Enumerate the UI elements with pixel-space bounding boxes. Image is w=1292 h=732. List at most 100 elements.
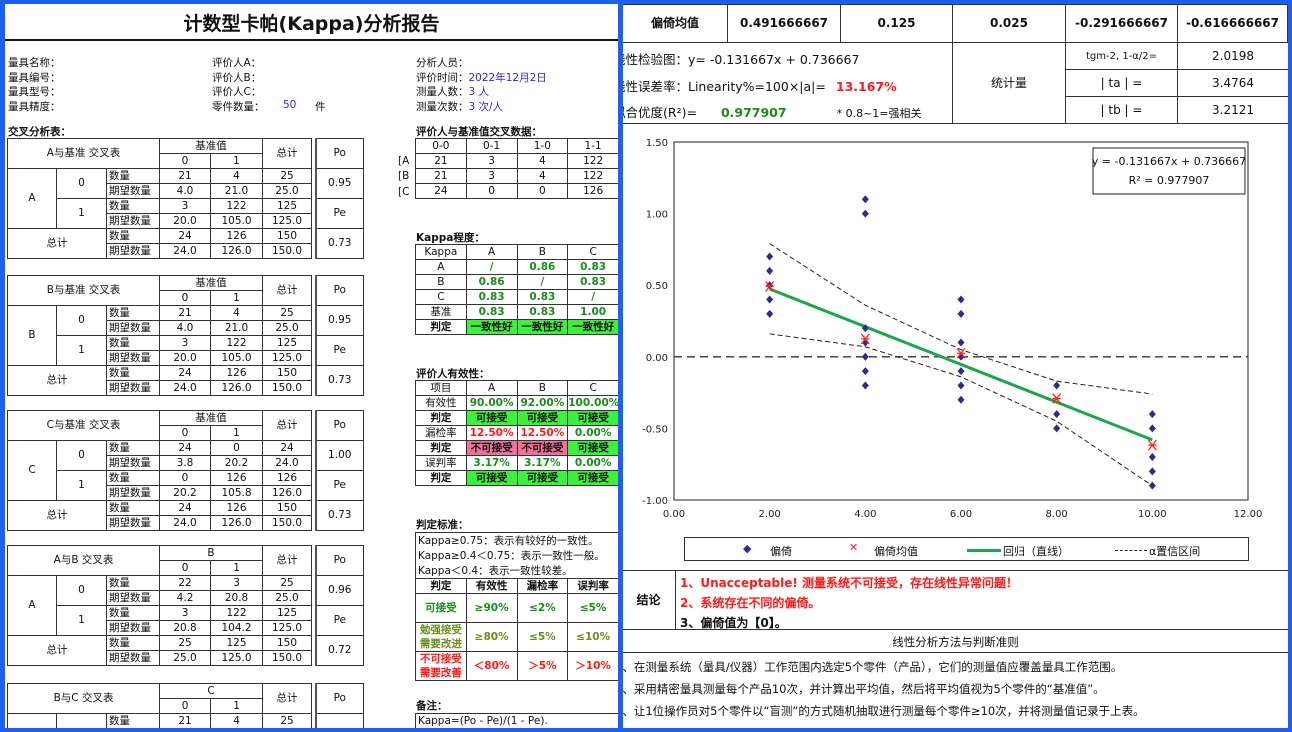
cross-data-row-label: [B <box>398 170 410 183</box>
cell-value: 0.86 <box>465 274 518 290</box>
ta-label: | ta | = <box>1065 69 1178 97</box>
cross-table: A与基准 交叉表 基准值 总计 Po 0 1 A 0 数量 21 4 25 0.95 期望数量 4.0 21.… <box>7 138 364 259</box>
rater-level <box>56 713 107 728</box>
cell-value: 150.0 <box>262 243 312 259</box>
row-type-label: 数量 <box>106 168 160 184</box>
y-tick-label: 0.00 <box>646 353 668 364</box>
info-label: 评价时间： <box>416 71 469 84</box>
verdict-cell: 可接受 <box>516 470 569 486</box>
column-header: C <box>567 380 618 396</box>
cross-section-title: 交叉分析表： <box>8 126 71 138</box>
cross-table: B与基准 交叉表 基准值 总计 Po 0 1 B 0 数量 21 4 25 0.95 期望数量 4.0 21.… <box>6 275 365 396</box>
cell-value: 20.2 <box>159 485 211 501</box>
row-type-label: 数量 <box>106 198 160 214</box>
verdict-cell: 可接受 <box>465 410 518 426</box>
total-header: 总计 <box>262 275 313 306</box>
cell-value: 24.0 <box>159 515 211 531</box>
kappa-table: Kappa A B C A/0.86 0.83 B 0.86/0.83 C 0.83 0.83/基准… <box>415 244 618 335</box>
kappa-stat-value: 1.00 <box>315 440 364 471</box>
bias-point <box>1053 381 1061 390</box>
total-header: 总计 <box>262 138 312 169</box>
criteria-line: Kappa≥0.75：表示有较好的一致性。 <box>418 535 599 547</box>
column-header: 有效性 <box>465 578 518 594</box>
criteria-line: Kappa＜0.4：表示一致性较差。 <box>418 565 573 577</box>
cell-value: 126 <box>210 500 263 516</box>
tb-label: | tb | = <box>1065 96 1178 124</box>
cell-value: 25 <box>262 168 312 184</box>
cell-value: 122 <box>567 153 618 169</box>
equation-line: 线性检验图：y= -0.131667x + 0.736667 <box>623 52 860 67</box>
rate-value: 3.17% <box>516 455 569 471</box>
cell-value: 25 <box>262 713 313 728</box>
po-label: Po <box>315 275 365 306</box>
reference-level: 0 <box>159 153 211 169</box>
conclusion-line: 1、Unacceptable! 测量系统不可接受，存在线性异常问题！ <box>680 576 1019 590</box>
ta-value: 3.4764 <box>1177 69 1288 97</box>
row-type-label: 期望数量 <box>106 213 160 229</box>
cell-value: 0 <box>516 183 569 199</box>
row-label: B <box>415 274 467 290</box>
column-header: C <box>567 244 618 260</box>
trendline-label-box <box>1092 147 1246 195</box>
verdict-cell: 不可接受 <box>465 440 518 456</box>
legend-regression: 回归（直线） <box>1003 545 1069 558</box>
criteria-lines: Kappa≥0.75：表示有较好的一致性。 Kappa≥0.4＜0.75：表示一致… <box>415 532 618 578</box>
info-field: 测量次数：3 次/人 <box>416 99 503 114</box>
rater-label: C <box>7 440 57 501</box>
legend-cross-icon: ✕ <box>849 541 859 554</box>
total-row-label: 总计 <box>7 365 107 396</box>
rater-level: 0 <box>56 440 107 471</box>
cell-value: 0.83 <box>567 274 618 290</box>
linearity-label: 线性误差率：Linearity%=100×|a|= <box>623 79 826 94</box>
report-title: 计数型卡帕(Kappa)分析报告 <box>183 13 440 35</box>
parts-count: 零件数量： <box>212 100 265 113</box>
column-header: Kappa <box>415 244 467 260</box>
rater-level: 1 <box>56 198 107 229</box>
linearity-chart: 1.50 1.00 0.50 0.00 -0.50 -1.00 0.00 2.00 4.00 6.… <box>642 138 1262 520</box>
column-header: A <box>465 380 518 396</box>
cell-value: 122 <box>210 335 264 351</box>
rate-value: 100.00% <box>567 395 618 411</box>
cell-value: 125.0 <box>262 350 313 366</box>
rater-level: 0 <box>56 305 107 336</box>
cell-value: 21 <box>415 168 467 184</box>
column-gap <box>311 275 317 396</box>
column-header: 判定 <box>415 578 467 594</box>
row-type-label: 数量 <box>106 440 160 456</box>
row-label: 有效性 <box>415 395 467 411</box>
reference-level: 1 <box>210 560 264 576</box>
cell-value: 125.0 <box>210 650 264 666</box>
bias-mean-point <box>956 347 966 359</box>
po-label: Po <box>315 683 365 714</box>
kappa-stat-value: 0.73 <box>315 500 364 531</box>
reference-level: 0 <box>159 425 211 441</box>
verdict-cell: 一致性好 <box>567 319 618 335</box>
bias-point <box>1053 410 1061 419</box>
verdict-cell: 可接受 <box>567 470 618 486</box>
criteria-threshold: ≥80% <box>465 622 518 652</box>
criteria-level: 不可接受 需要改善 <box>415 651 467 681</box>
reference-header: C <box>159 683 264 699</box>
cell-value: 22 <box>159 575 212 591</box>
reference-level: 1 <box>210 425 263 441</box>
cell-value: 126 <box>262 470 312 486</box>
cell-value: 4.0 <box>159 183 211 199</box>
kappa-stat-value: 0.95 <box>315 305 365 336</box>
cell-value: 25 <box>262 575 313 591</box>
legend-line-icon <box>967 549 1001 552</box>
info-label: 评价人A： <box>212 57 262 69</box>
cell-value: 150 <box>262 228 312 244</box>
cell-value: 4 <box>210 713 264 728</box>
parts-count: 50 <box>283 98 297 111</box>
y-tick-label: 1.00 <box>646 210 668 221</box>
cell-value: 20.0 <box>159 350 212 366</box>
rate-value: 0.00% <box>567 455 618 471</box>
bias-mean-value: 0.025 <box>952 4 1066 43</box>
method-line: 3、让1位操作员对5个零件以“盲测”的方式随机抽取进行测量每个零件≥10次，并将… <box>623 704 1145 718</box>
verdict-cell: 不可接受 <box>516 440 569 456</box>
chart-legend: ◆ 偏倚 ✕ 偏倚均值 回归（直线） α置信区间 <box>684 537 1249 561</box>
bias-point <box>1148 453 1156 462</box>
confidence-band-lower <box>769 333 1153 487</box>
bias-mean-label: 偏倚均值 <box>623 4 728 43</box>
rater-label: B <box>7 305 57 366</box>
